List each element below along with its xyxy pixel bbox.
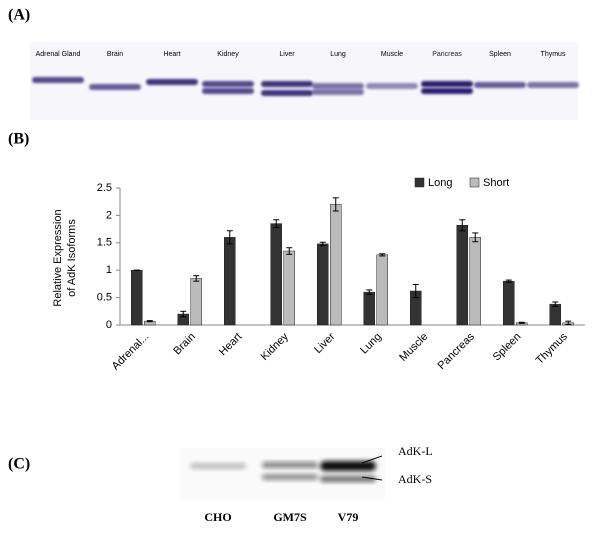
bar bbox=[376, 254, 388, 326]
blot-band bbox=[421, 88, 473, 94]
blot-band bbox=[421, 81, 473, 87]
error-bar bbox=[193, 275, 200, 282]
legend-label: Long bbox=[428, 177, 452, 189]
error-bar bbox=[332, 197, 339, 212]
error-bar bbox=[180, 310, 187, 318]
error-bar bbox=[286, 247, 293, 255]
x-tick-label: Heart bbox=[217, 331, 245, 359]
lane-label: Kidney bbox=[217, 51, 239, 58]
error-bar bbox=[459, 219, 466, 232]
error-bar bbox=[366, 289, 373, 295]
blot-band bbox=[320, 461, 376, 471]
bar bbox=[131, 269, 143, 326]
blot-band bbox=[261, 90, 313, 96]
y-tick-label: 0 bbox=[106, 319, 112, 331]
lane-label: Lung bbox=[330, 51, 346, 58]
y-axis-label: Relative Expression bbox=[52, 209, 64, 306]
error-bar bbox=[273, 219, 280, 228]
x-tick-label: Liver bbox=[312, 330, 338, 356]
bar bbox=[270, 223, 282, 326]
lane-label: Adrenal Gland bbox=[36, 51, 81, 58]
y-axis-label: of AdK Isoforms bbox=[66, 219, 78, 297]
error-bar bbox=[518, 321, 525, 324]
lane-label: Muscle bbox=[381, 51, 403, 58]
error-bar bbox=[319, 241, 326, 247]
bar bbox=[190, 278, 202, 326]
bar bbox=[363, 291, 375, 326]
lane-label: Thymus bbox=[541, 51, 566, 58]
x-tick-label: Brain bbox=[171, 331, 198, 358]
error-bar bbox=[226, 230, 233, 245]
x-tick-label: Spleen bbox=[491, 331, 524, 364]
error-bar bbox=[146, 320, 153, 323]
error-bar bbox=[379, 253, 386, 257]
blot-band bbox=[312, 83, 364, 89]
blot-band bbox=[262, 462, 318, 468]
y-tick-label: 2.5 bbox=[97, 182, 112, 194]
bar bbox=[469, 237, 481, 326]
bar bbox=[503, 280, 515, 326]
panel-label: (C) bbox=[8, 456, 30, 473]
legend-swatch bbox=[469, 177, 480, 188]
lane-label: Heart bbox=[163, 51, 180, 58]
band-label: AdK-L bbox=[398, 444, 433, 458]
blot-band bbox=[312, 89, 364, 95]
lane-label: V79 bbox=[338, 510, 359, 524]
x-tick-label: Kidney bbox=[259, 330, 292, 363]
error-bar bbox=[412, 283, 419, 299]
blot-band bbox=[320, 476, 376, 482]
lane-label: Liver bbox=[279, 51, 295, 58]
panel-label: (A) bbox=[8, 7, 30, 24]
error-bar bbox=[552, 301, 559, 307]
error-bar bbox=[505, 279, 512, 283]
blot-band bbox=[527, 82, 579, 88]
legend-label: Short bbox=[483, 177, 509, 189]
lane-label: GM7S bbox=[273, 510, 307, 524]
y-tick-label: 1.5 bbox=[97, 237, 112, 249]
lane-label: Brain bbox=[107, 51, 123, 58]
y-tick-label: 1 bbox=[106, 264, 112, 276]
band-label: AdK-S bbox=[398, 472, 432, 486]
lane-label: Pancreas bbox=[432, 51, 462, 58]
x-tick-label: Lung bbox=[358, 331, 384, 357]
x-tick-label: Thymus bbox=[534, 330, 570, 366]
blot-band bbox=[190, 463, 246, 469]
bar bbox=[317, 243, 329, 326]
blot-band bbox=[366, 83, 418, 89]
error-bar bbox=[472, 232, 479, 243]
blot-band bbox=[202, 88, 254, 94]
blot-band bbox=[146, 79, 198, 85]
bar bbox=[224, 237, 236, 326]
y-tick-label: 2 bbox=[106, 209, 112, 221]
error-bar bbox=[565, 320, 572, 325]
blot-band bbox=[262, 474, 318, 480]
bar bbox=[330, 204, 342, 326]
x-tick-label: Muscle bbox=[397, 331, 430, 364]
y-tick-label: 0.5 bbox=[97, 292, 112, 304]
lane-label: CHO bbox=[204, 510, 231, 524]
blot-band bbox=[474, 82, 526, 88]
blot-band bbox=[202, 81, 254, 87]
blot-band bbox=[32, 77, 84, 83]
lane-label: Spleen bbox=[489, 51, 511, 58]
panel-label: (B) bbox=[8, 131, 29, 148]
blot-band bbox=[261, 81, 313, 87]
x-tick-label: Pancreas bbox=[436, 330, 478, 372]
bar bbox=[456, 225, 468, 326]
x-tick-label: Adrenal... bbox=[110, 331, 152, 373]
bar bbox=[549, 303, 561, 326]
legend-swatch bbox=[414, 177, 425, 188]
bar bbox=[283, 250, 295, 326]
blot-band bbox=[89, 84, 141, 90]
